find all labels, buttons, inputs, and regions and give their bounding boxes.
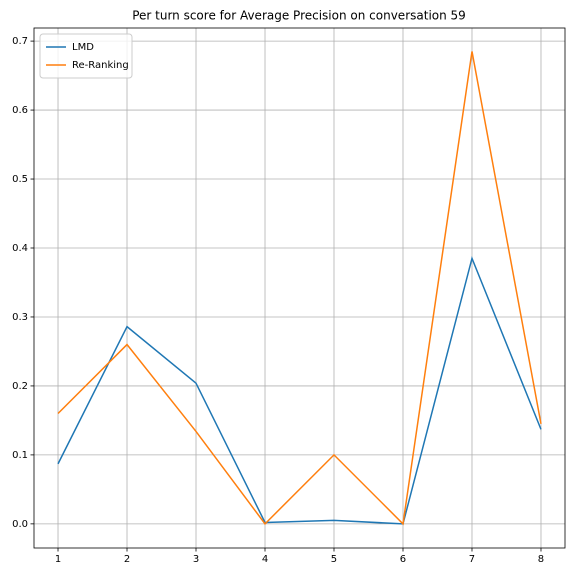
y-tick-label: 0.2 xyxy=(12,381,28,392)
x-tick-label: 2 xyxy=(124,554,130,565)
legend: LMD Re-Ranking xyxy=(39,33,133,79)
line xyxy=(57,255,542,525)
y-tick-label: 0.0 xyxy=(12,519,28,530)
x-tick-label: 7 xyxy=(469,554,475,565)
line xyxy=(57,51,542,526)
x-tick-label: 6 xyxy=(400,554,406,565)
x-tick-label: 1 xyxy=(55,554,61,565)
chart-title: Per turn score for Average Precision on … xyxy=(132,9,466,23)
legend-box xyxy=(39,33,133,79)
legend-label: Re-Ranking xyxy=(72,60,129,71)
x-tick-label: 3 xyxy=(193,554,199,565)
y-tick-label: 0.3 xyxy=(12,312,28,323)
y-tick-label: 0.6 xyxy=(12,105,28,116)
y-tick-label: 0.7 xyxy=(12,36,28,47)
y-tick-label: 0.4 xyxy=(12,243,28,254)
x-tick-label: 4 xyxy=(262,554,268,565)
x-tick-label: 8 xyxy=(538,554,544,565)
plot-frame xyxy=(33,27,566,549)
x-tick-label: 5 xyxy=(331,554,337,565)
y-tick-label: 0.1 xyxy=(12,450,28,461)
y-tick-label: 0.5 xyxy=(12,174,28,185)
legend-label: LMD xyxy=(72,42,94,53)
